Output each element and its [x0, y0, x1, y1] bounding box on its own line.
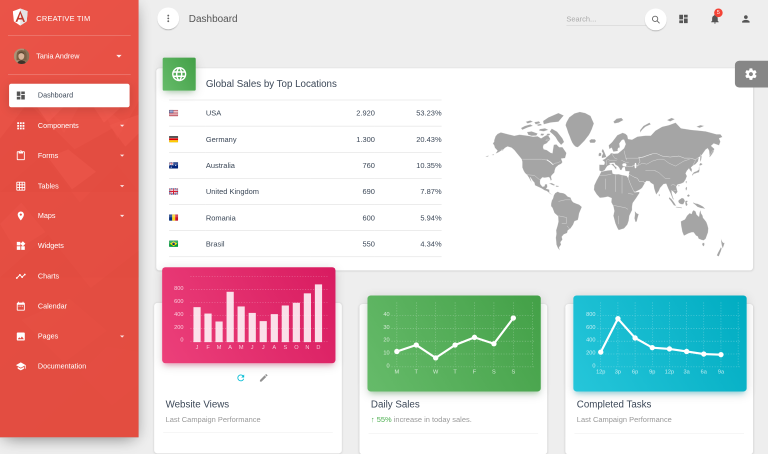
svg-text:J: J — [196, 345, 199, 351]
svg-text:9a: 9a — [718, 370, 725, 376]
svg-text:S: S — [283, 345, 287, 351]
svg-text:6p: 6p — [632, 370, 638, 376]
svg-text:600: 600 — [586, 325, 595, 331]
svg-text:12p: 12p — [596, 370, 605, 376]
svg-text:W: W — [433, 370, 439, 376]
svg-text:30: 30 — [383, 325, 389, 331]
svg-text:20: 20 — [383, 338, 389, 344]
svg-text:400: 400 — [586, 338, 595, 344]
svg-text:10: 10 — [383, 351, 389, 357]
svg-text:S: S — [511, 370, 515, 376]
svg-text:M: M — [217, 345, 222, 351]
svg-text:J: J — [262, 345, 265, 351]
svg-text:3p: 3p — [615, 370, 621, 376]
svg-text:O: O — [294, 345, 299, 351]
svg-text:12p: 12p — [665, 370, 674, 376]
svg-text:T: T — [415, 370, 419, 376]
svg-text:J: J — [251, 345, 254, 351]
svg-text:M: M — [239, 345, 244, 351]
svg-text:F: F — [206, 345, 210, 351]
svg-text:F: F — [473, 370, 477, 376]
svg-text:0: 0 — [180, 337, 183, 343]
svg-text:200: 200 — [586, 351, 595, 357]
svg-text:N: N — [305, 345, 309, 351]
svg-text:A: A — [228, 345, 232, 351]
svg-text:D: D — [316, 345, 320, 351]
svg-text:S: S — [492, 370, 496, 376]
svg-text:800: 800 — [174, 286, 183, 292]
svg-text:40: 40 — [383, 312, 389, 318]
svg-text:9p: 9p — [649, 370, 655, 376]
svg-text:0: 0 — [386, 364, 389, 370]
svg-text:400: 400 — [174, 312, 183, 318]
svg-text:M: M — [395, 370, 400, 376]
svg-text:3a: 3a — [684, 370, 691, 376]
svg-text:T: T — [453, 370, 457, 376]
svg-text:600: 600 — [174, 299, 183, 305]
svg-text:0: 0 — [592, 364, 595, 370]
svg-text:800: 800 — [586, 312, 595, 318]
svg-text:200: 200 — [174, 325, 183, 331]
svg-text:A: A — [272, 345, 276, 351]
svg-text:6a: 6a — [701, 370, 708, 376]
